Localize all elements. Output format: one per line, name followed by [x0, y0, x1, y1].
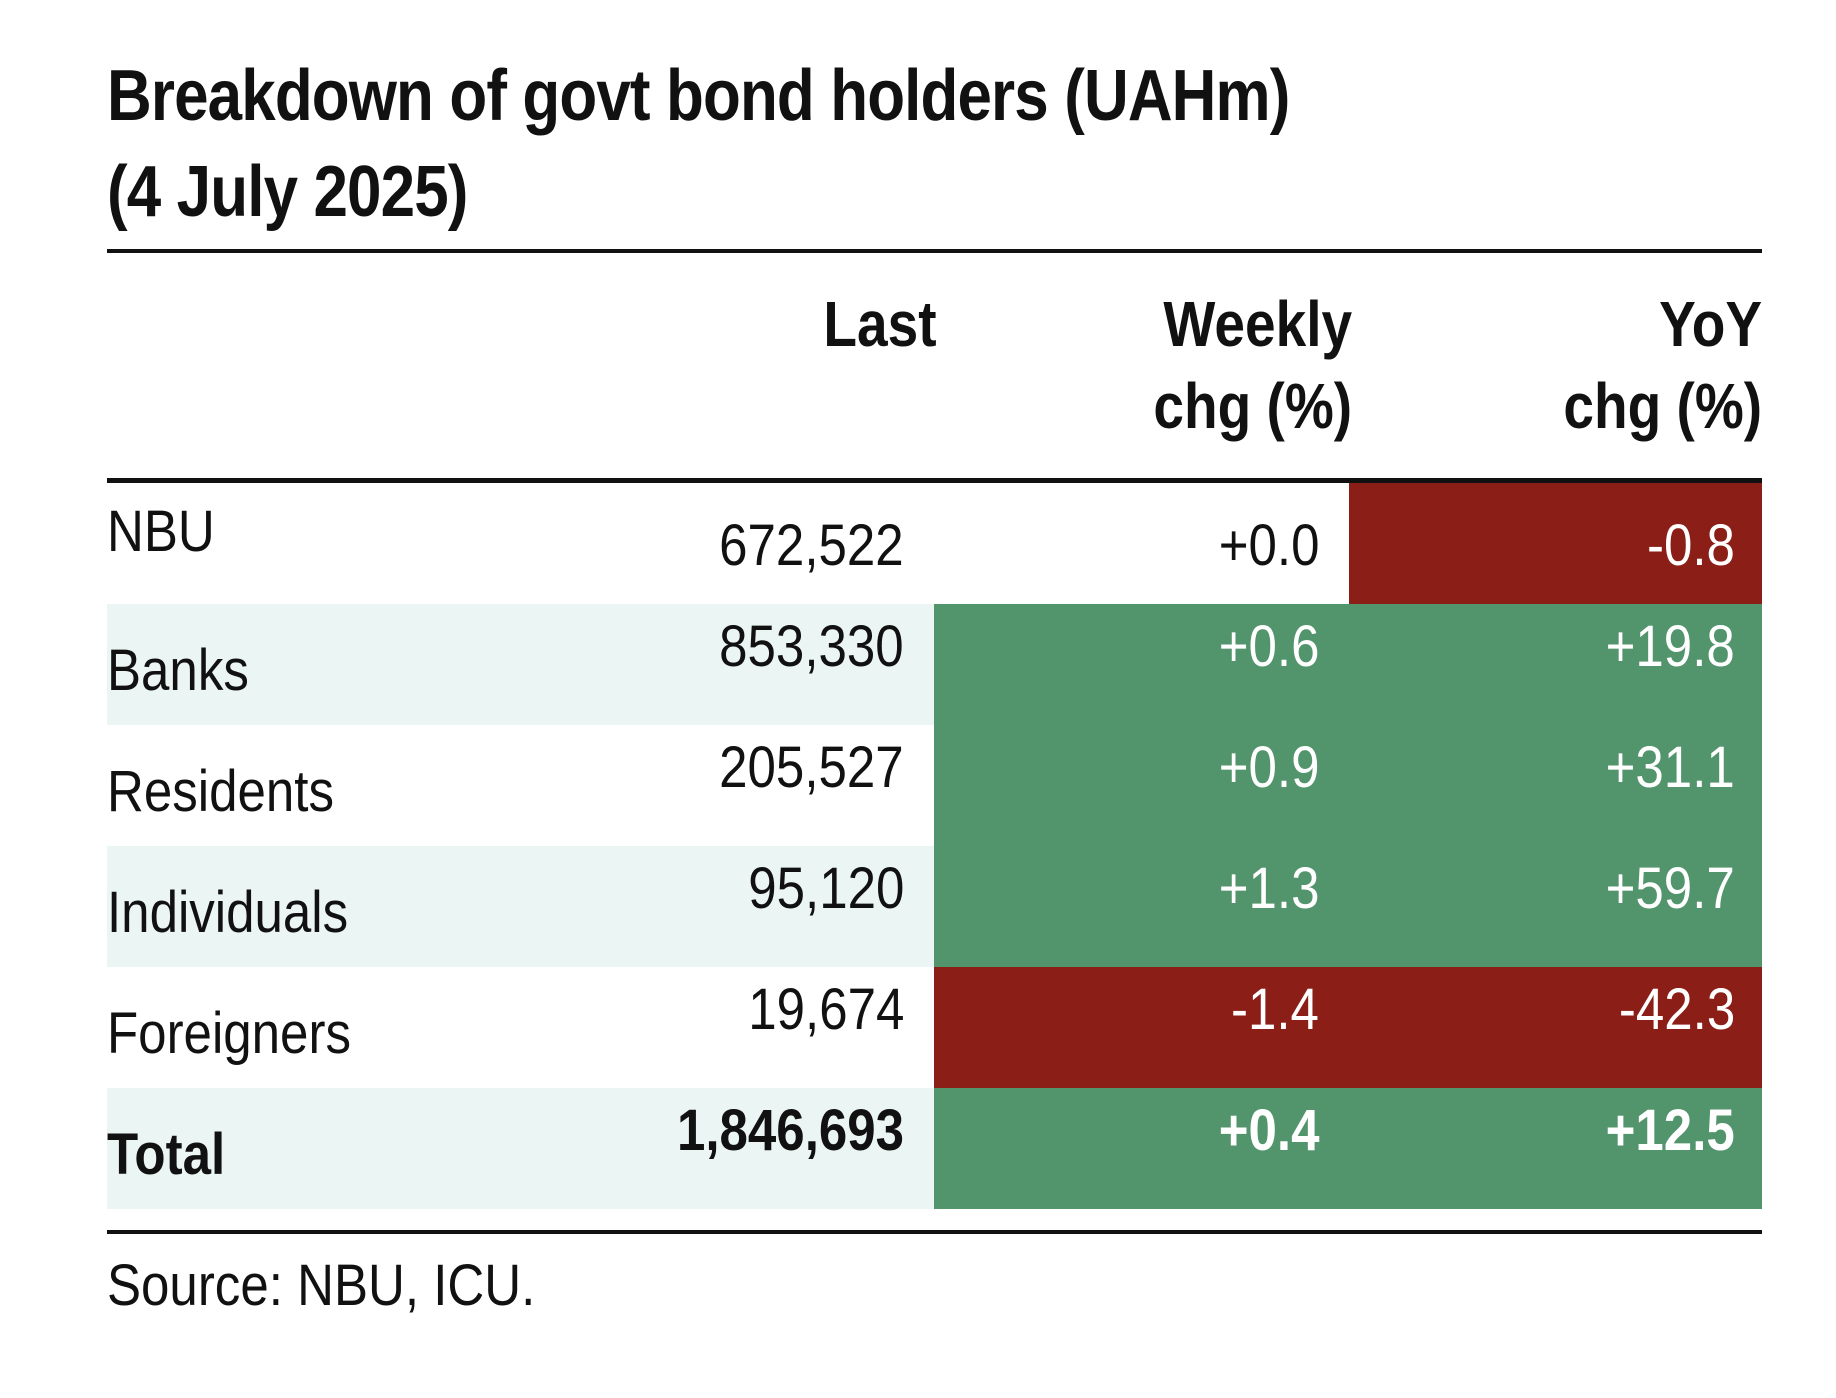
table-title: Breakdown of govt bond holders (UAHm) (4… — [107, 48, 1530, 240]
weekly-cell — [934, 846, 1349, 967]
yoy-cell — [1349, 725, 1762, 846]
row-label: Foreigners — [107, 1001, 351, 1066]
row-label: Individuals — [107, 880, 349, 945]
table-row: Residents 205,527 +0.9 +31.1 — [107, 725, 1762, 846]
yoy-cell — [1349, 604, 1762, 725]
last-value: 672,522 — [719, 513, 904, 578]
yoy-value: -42.3 — [1618, 977, 1735, 1042]
header-yoy: YoY chg (%) — [1563, 283, 1762, 447]
title-line-1: Breakdown of govt bond holders (UAHm) — [107, 56, 1290, 136]
weekly-value: +0.4 — [1218, 1098, 1319, 1163]
row-background — [107, 604, 934, 725]
source-note: Source: NBU, ICU. — [107, 1253, 536, 1318]
table-row: Foreigners 19,674 -1.4 -42.3 — [107, 967, 1762, 1088]
last-value: 1,846,693 — [676, 1098, 904, 1163]
row-background — [107, 846, 934, 967]
weekly-cell — [934, 725, 1349, 846]
weekly-value: -1.4 — [1231, 977, 1319, 1042]
header-last: Last — [824, 283, 937, 365]
header-weekly: Weekly chg (%) — [1153, 283, 1352, 447]
weekly-value: +0.9 — [1218, 735, 1319, 800]
table-row: Total 1,846,693 +0.4 +12.5 — [107, 1088, 1762, 1209]
table-row: NBU 672,522 +0.0 -0.8 — [107, 483, 1762, 604]
table-row: Banks 853,330 +0.6 +19.8 — [107, 604, 1762, 725]
weekly-cell — [934, 1088, 1349, 1209]
header-last-label: Last — [823, 288, 937, 360]
header-weekly-line2: chg (%) — [1153, 370, 1352, 442]
row-label: Total — [107, 1122, 226, 1187]
row-label: Residents — [107, 759, 334, 824]
weekly-cell — [934, 604, 1349, 725]
weekly-cell — [934, 967, 1349, 1088]
yoy-cell — [1349, 967, 1762, 1088]
row-label: Banks — [107, 638, 249, 703]
weekly-value: +1.3 — [1218, 856, 1319, 921]
top-rule — [107, 249, 1762, 253]
row-label: NBU — [107, 499, 215, 564]
yoy-value: +59.7 — [1605, 856, 1735, 921]
bottom-rule — [107, 1230, 1762, 1234]
header-yoy-line1: YoY — [1659, 288, 1762, 360]
yoy-cell — [1349, 846, 1762, 967]
yoy-value: +31.1 — [1605, 735, 1735, 800]
header-rule — [107, 478, 1762, 483]
table-row: Individuals 95,120 +1.3 +59.7 — [107, 846, 1762, 967]
last-value: 853,330 — [719, 614, 904, 679]
last-value: 205,527 — [719, 735, 904, 800]
last-value: 95,120 — [747, 856, 904, 921]
yoy-cell — [1349, 1088, 1762, 1209]
header-weekly-line1: Weekly — [1163, 288, 1352, 360]
weekly-value: +0.0 — [1218, 513, 1319, 578]
row-background — [107, 1088, 934, 1209]
table-figure: Breakdown of govt bond holders (UAHm) (4… — [107, 48, 1762, 1318]
yoy-cell — [1349, 483, 1762, 604]
header-yoy-line2: chg (%) — [1563, 370, 1762, 442]
last-value: 19,674 — [747, 977, 904, 1042]
yoy-value: -0.8 — [1647, 513, 1735, 578]
title-line-2: (4 July 2025) — [107, 152, 468, 232]
yoy-value: +19.8 — [1605, 614, 1735, 679]
yoy-value: +12.5 — [1605, 1098, 1735, 1163]
weekly-value: +0.6 — [1218, 614, 1319, 679]
